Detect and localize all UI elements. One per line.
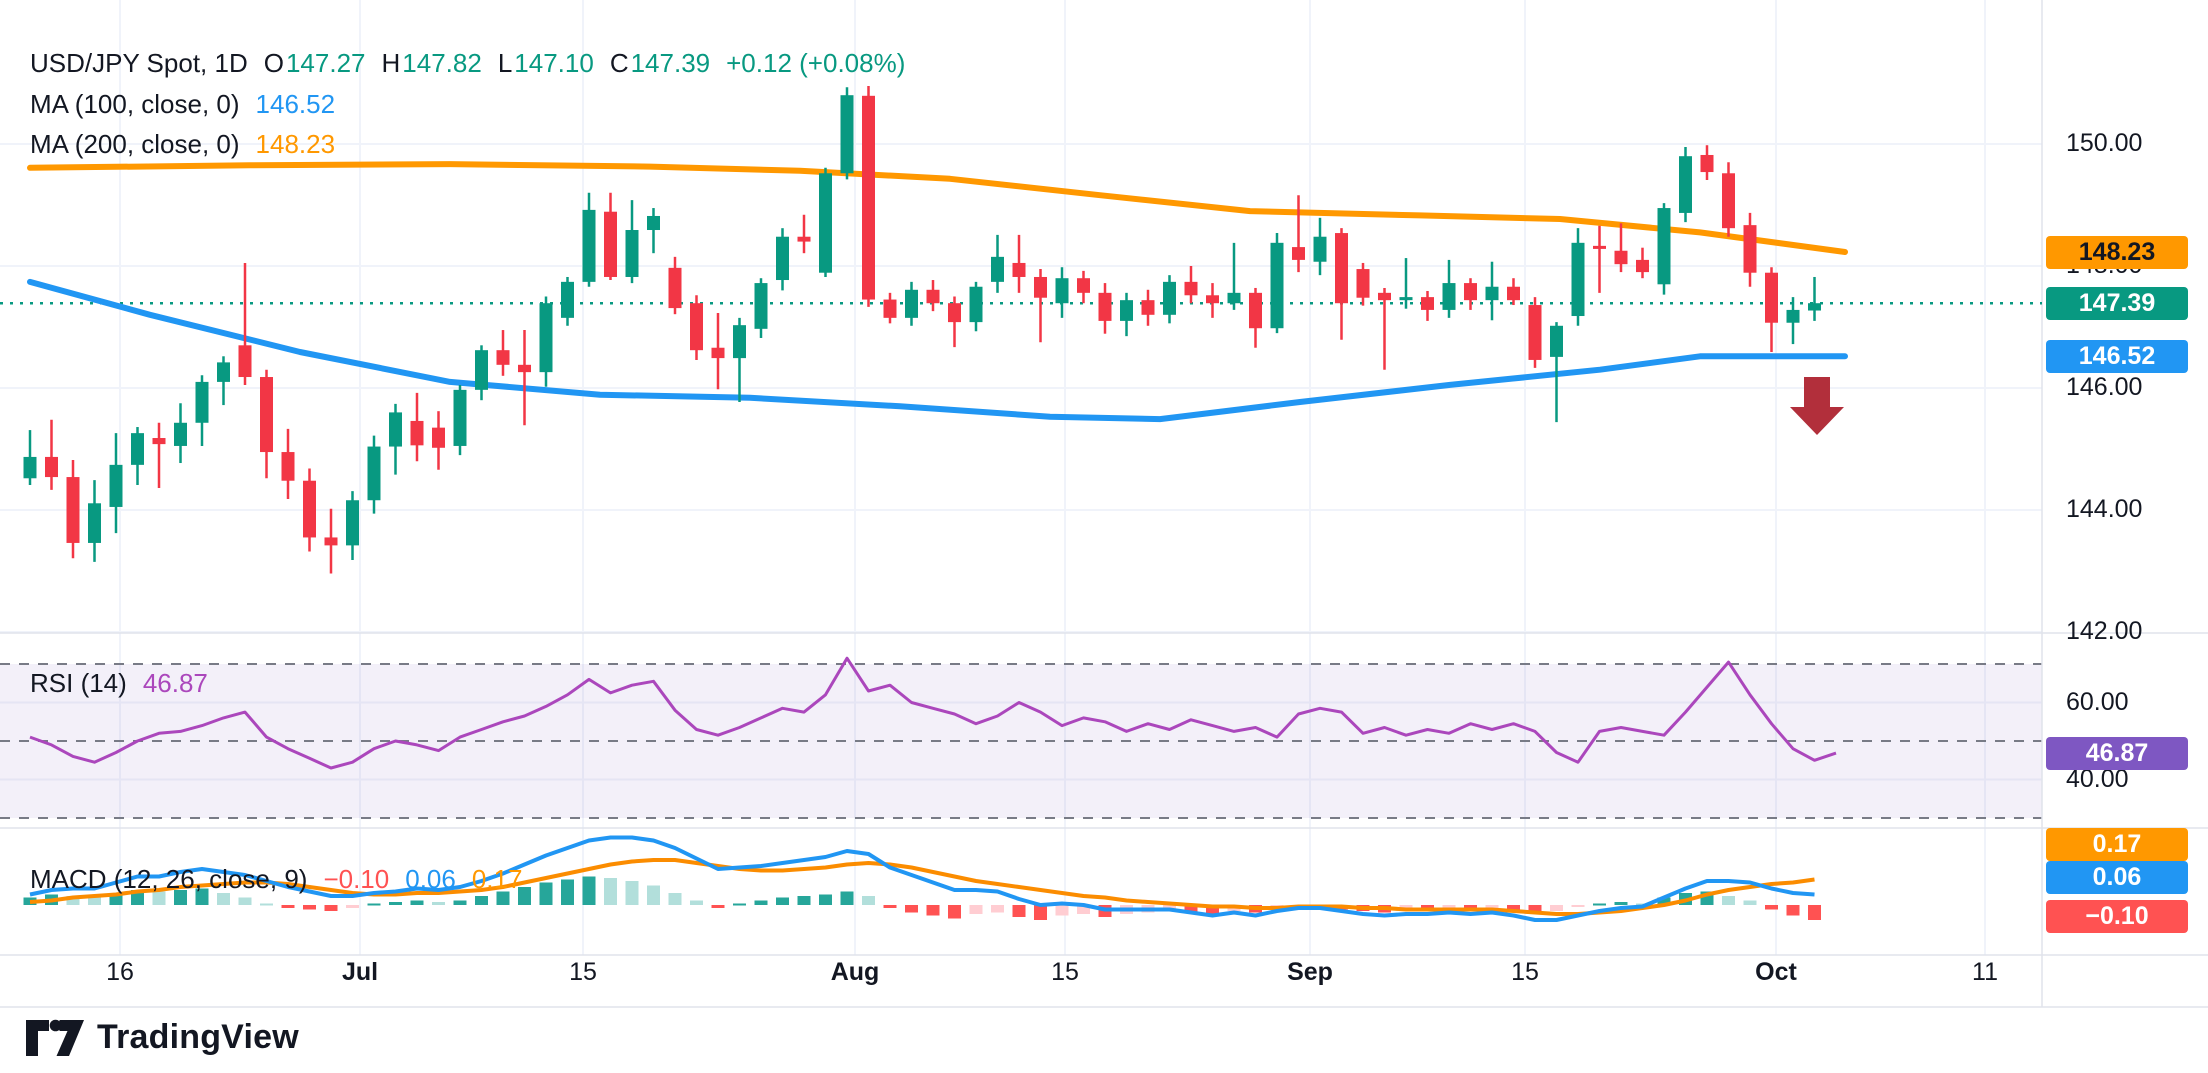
ohlc-close: C 147.39 xyxy=(610,48,710,79)
open-label: O xyxy=(263,48,284,78)
macd-legend-row[interactable]: MACD (12, 26, close, 9) −0.10 0.06 0.17 xyxy=(30,864,522,895)
high-label: H xyxy=(381,48,401,78)
rsi-line xyxy=(29,656,1837,770)
symbol-legend-row[interactable]: USD/JPY Spot, 1D O 147.27 H 147.82 L 147.10… xyxy=(30,48,905,79)
ma200-value: 148.23 xyxy=(255,129,336,159)
tradingview-logo-text: TradingView xyxy=(97,1018,299,1056)
axis-badge-macd-line: 0.06 xyxy=(2046,861,2188,894)
ma200-line xyxy=(27,161,1848,255)
gridlines xyxy=(0,0,2042,955)
axis-badge-ma200: 148.23 xyxy=(2046,235,2188,269)
ohlc-high: H 147.82 xyxy=(382,48,482,79)
axis-badge-macd-signal: 0.17 xyxy=(2046,828,2188,861)
symbol-title[interactable]: USD/JPY Spot, 1D xyxy=(30,48,248,78)
close-label: C xyxy=(609,48,629,78)
macd-signal-value: 0.17 xyxy=(471,864,523,894)
ma100-line xyxy=(27,278,1848,423)
ma100-legend-row[interactable]: MA (100, close, 0) 146.52 xyxy=(30,89,335,120)
change-value: +0.12 (+0.08%) xyxy=(726,48,906,78)
axis-badge-ma100: 146.52 xyxy=(2046,340,2188,374)
macd-hist-value: −0.10 xyxy=(323,864,390,894)
macd-line-value: 0.06 xyxy=(405,864,456,894)
ohlc-low: L 147.10 xyxy=(498,48,594,79)
rsi-value: 46.87 xyxy=(142,668,208,698)
tradingview-logo-icon xyxy=(26,1019,84,1057)
rsi-band xyxy=(0,664,2042,818)
candles-layer xyxy=(23,86,1821,574)
axis-badge-last-price: 147.39 xyxy=(2046,287,2188,321)
ma100-label: MA (100, close, 0) xyxy=(30,89,240,119)
high-value: 147.82 xyxy=(402,48,482,78)
axis-badge-macd-hist: −0.10 xyxy=(2046,900,2188,933)
rsi-label: RSI (14) xyxy=(30,668,127,698)
ma200-label: MA (200, close, 0) xyxy=(30,129,240,159)
tradingview-logo[interactable]: TradingView xyxy=(26,1018,299,1057)
ma200-legend-row[interactable]: MA (200, close, 0) 148.23 xyxy=(30,129,335,160)
close-value: 147.39 xyxy=(630,48,711,78)
down-arrow-marker xyxy=(1790,377,1844,435)
ma100-value: 146.52 xyxy=(255,89,336,119)
axis-badge-rsi: 46.87 xyxy=(2046,737,2188,771)
ohlc-open: O 147.27 xyxy=(264,48,366,79)
macd-line xyxy=(29,835,1815,922)
rsi-legend-row[interactable]: RSI (14) 46.87 xyxy=(30,668,208,699)
low-label: L xyxy=(497,48,513,78)
open-value: 147.27 xyxy=(285,48,366,78)
macd-signal-line xyxy=(29,858,1815,916)
low-value: 147.10 xyxy=(514,48,594,78)
macd-label: MACD (12, 26, close, 9) xyxy=(30,864,308,894)
